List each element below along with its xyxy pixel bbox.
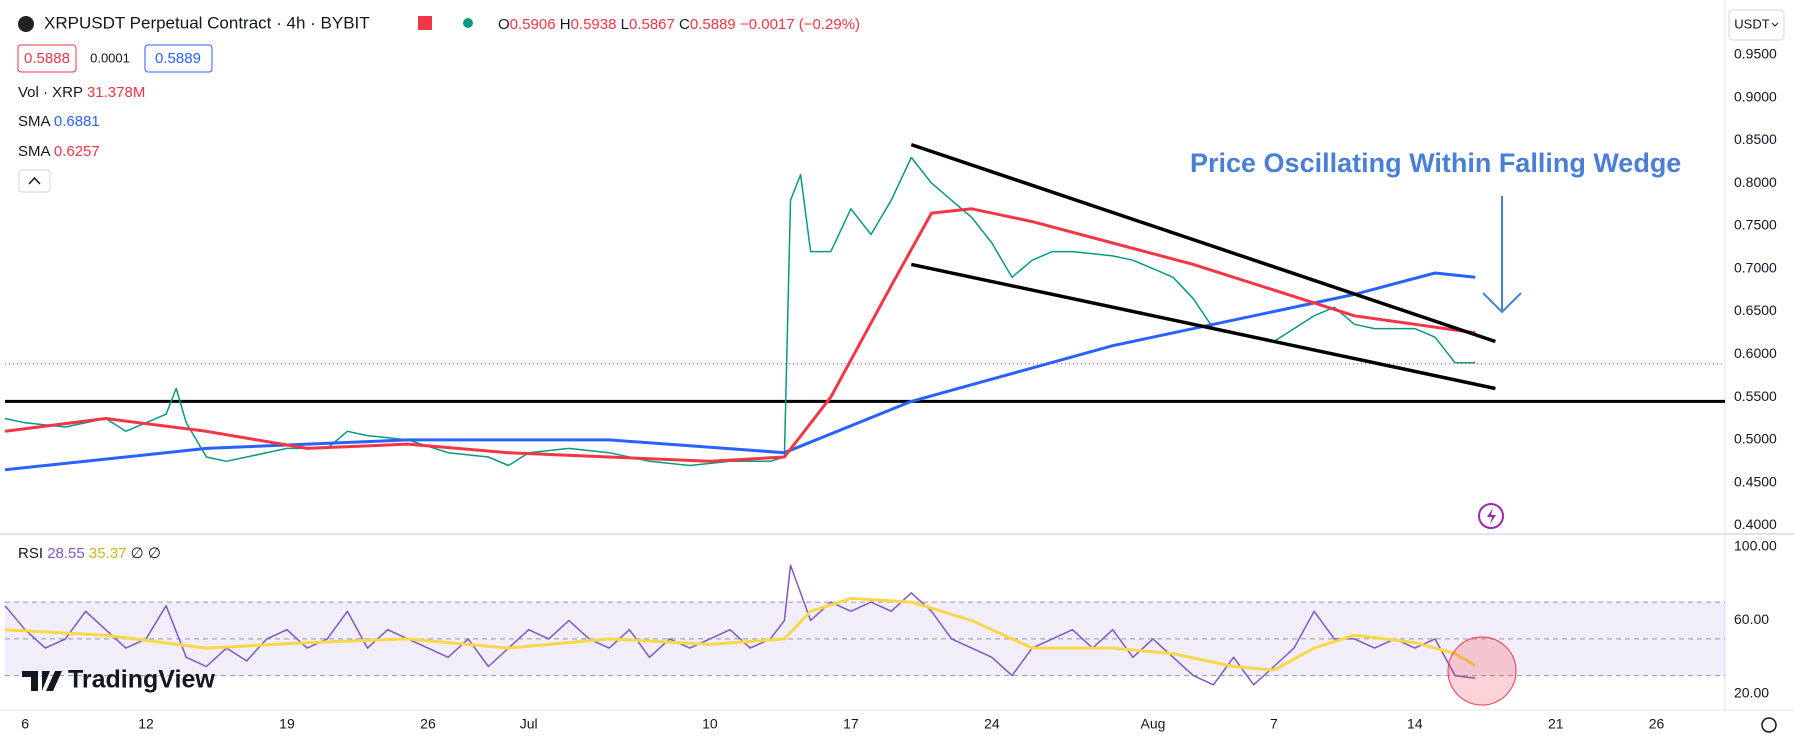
symbol-icon [18,16,34,32]
x-tick-label: 6 [21,716,29,732]
y-tick-label: 0.5500 [1734,388,1777,404]
dropdown-icon [1771,22,1779,27]
y-tick-label: 0.5000 [1734,431,1777,447]
spread: 0.0001 [90,50,130,65]
highlight-circle [1447,636,1517,706]
currency: USDT [1734,16,1769,31]
ohlc: O0.5906 H0.5938 L0.5867 C0.5889 −0.0017 … [498,16,860,33]
trend-line [910,142,1496,344]
x-tick-label: 26 [1649,716,1665,732]
y-tick-label: 0.9000 [1734,88,1777,104]
y-tick-label: 0.8500 [1734,131,1777,147]
sma-legend: SMA 0.6881 [18,113,100,130]
y-tick-label: 20.00 [1734,685,1769,701]
y-tick-label: 0.6500 [1734,302,1777,318]
y-tick-label: 100.00 [1734,538,1777,554]
status-dot [463,18,473,28]
y-tick-label: 0.7500 [1734,217,1777,233]
x-tick-label: Jul [520,716,538,732]
y-tick-label: 0.8000 [1734,174,1777,190]
indicator-line [4,271,1476,472]
x-tick-label: 10 [702,716,718,732]
symbol-title: XRPUSDT Perpetual Contract · 4h · BYBIT [44,13,370,32]
x-tick-label: 14 [1407,716,1423,732]
x-tick-label: 17 [843,716,859,732]
y-tick-label: 0.6000 [1734,345,1777,361]
bid: 0.5888 [24,50,70,67]
x-tick-label: Aug [1141,716,1166,732]
ask: 0.5889 [155,50,201,67]
collapse-button[interactable] [18,169,51,193]
volume-legend: Vol · XRP 31.378M [18,84,145,101]
ask-box[interactable] [144,44,213,73]
x-tick-label: 24 [984,716,1000,732]
x-tick-label: 21 [1548,716,1564,732]
x-tick-label: 12 [138,716,154,732]
x-tick-label: 26 [420,716,436,732]
y-tick-label: 0.9500 [1734,45,1777,61]
plots: 0.9500 0.9000 0.8500 0.8000 0.7500 0.7000 0.65… [4,45,1777,732]
y-tick-label: 0.7000 [1734,259,1777,275]
indicator-line [4,596,1477,672]
y-tick-label: 0.4000 [1734,516,1777,532]
annotation-arrowhead [1482,292,1522,314]
x-tick-label: 19 [279,716,295,732]
annotation: Price Oscillating Within Falling Wedge [1190,148,1681,178]
sma-legend: SMA 0.6257 [18,143,100,160]
trend-line [910,262,1496,391]
settings-icon[interactable] [1761,717,1777,733]
bid-box[interactable] [17,44,77,73]
logo: TradingView [68,666,215,694]
currency-button[interactable] [1728,9,1785,41]
flag-icon[interactable] [418,16,432,30]
lightning-bolt [1487,508,1496,524]
y-tick-label: 60.00 [1734,611,1769,627]
price-line [4,564,1476,686]
collapse-icon [28,176,41,185]
indicator-line [4,207,1476,463]
rsi-legend: RSI 28.55 35.37 ∅ ∅ [18,545,161,562]
logo-mark [22,671,62,691]
x-tick-label: 7 [1270,716,1278,732]
y-tick-label: 0.4500 [1734,473,1777,489]
